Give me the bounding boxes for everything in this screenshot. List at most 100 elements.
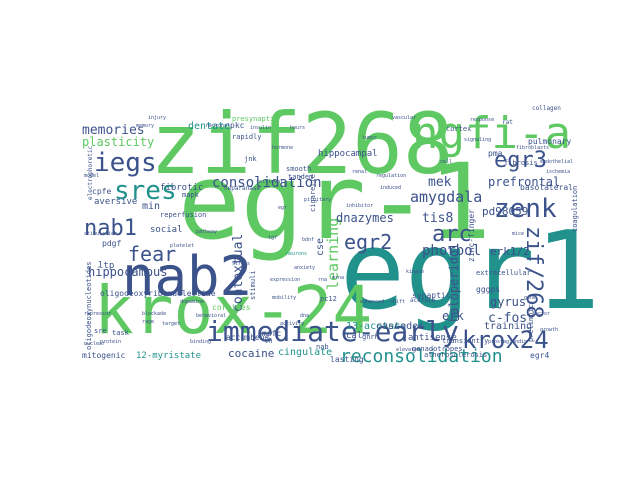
word-elevated: elevated [396, 347, 421, 353]
word-coagulation: coagulation [571, 185, 579, 232]
word-dna: dna [300, 313, 310, 319]
word-cigarette: cigarette [309, 174, 317, 212]
word-pma: pma [488, 149, 503, 158]
word-insulin: insulin [250, 125, 272, 131]
word-prefrontal: prefrontal [488, 175, 561, 189]
word-memories: memories [82, 123, 145, 138]
word-blockade: blockade [142, 311, 167, 317]
word-basolateral: basolateral [520, 183, 573, 192]
word-renal: renal [352, 169, 368, 175]
word-zenk: zenk [494, 194, 557, 224]
word-cascades: cascades [376, 321, 425, 332]
word-injury: injury [148, 115, 167, 121]
word-presynaptic: presynaptic [232, 115, 279, 123]
word-acetate: acetate [410, 297, 436, 304]
word-oligodeoxynucleotides: oligodeoxynucleotides [85, 261, 93, 350]
word-tis8: tis8 [422, 211, 454, 226]
word-ltp: ltp [98, 261, 115, 271]
word-mitogenic: mitogenic [82, 351, 126, 360]
word-heparanase: heparanase [224, 185, 261, 192]
word-antisense: antisense [408, 333, 457, 343]
word-stimulation: stimulation [84, 231, 118, 237]
word-enhanced: enhanced [360, 299, 385, 305]
word-growth: growth [540, 327, 559, 333]
word-jnk: jnk [244, 155, 257, 163]
word-activity: activity [280, 321, 305, 327]
word-fear: fear [128, 242, 177, 266]
word-inhibitor: inhibitor [346, 203, 374, 209]
word-cpfe: cpfe [92, 187, 112, 196]
word-mpfc: mpfc [262, 329, 282, 338]
word-rapidly: rapidly [232, 133, 262, 141]
word-induced: induced [380, 185, 402, 191]
word-rna: rna [318, 277, 328, 283]
word-hippocampus: hippocampus [88, 265, 168, 279]
word-platelet: platelet [170, 243, 195, 249]
word-fibrotic: fibrotic [160, 183, 204, 193]
word-repressor: repressor [84, 311, 112, 317]
word-immediate-early: immediate-early [206, 315, 459, 348]
word-transiently: transiently [442, 337, 489, 345]
word-egr: egr [278, 205, 288, 211]
word-tandem: tandem [288, 173, 314, 181]
word-neurons: neurons [286, 251, 308, 257]
word-plasticity: plasticity [82, 135, 155, 149]
word-krox24: krox24 [462, 326, 549, 354]
word-consolidation: consolidation [212, 175, 322, 191]
word-training: training [484, 321, 533, 332]
word-ischemia: ischemia [546, 169, 571, 175]
word-shift: shift [390, 299, 406, 305]
word-reconsolidation: reconsolidation [340, 346, 503, 367]
word-fibrosis: fibrosis [504, 159, 538, 167]
word-stress: stress [232, 261, 251, 267]
word-pituitary: pituitary [304, 197, 332, 203]
word-ngfi-a: ngfi-a [412, 108, 571, 159]
word-hours: hours [290, 125, 306, 131]
word-retrieval: retrieval [256, 179, 284, 185]
word-12-myristate: 12-myristate [136, 351, 202, 361]
word-egr4: egr4 [530, 351, 550, 360]
word-hormone: hormone [272, 145, 294, 151]
word-collagen: collagen [532, 105, 561, 112]
word-kinase: kinase [406, 269, 425, 275]
word-contextual: contextual [231, 233, 246, 312]
word-pc12: pc12 [320, 295, 337, 303]
word-atherosclerosis: atherosclerosis [424, 351, 488, 359]
word-neuronal: neuronal [206, 123, 231, 129]
word-zinc-finger: zinc-finger [467, 209, 476, 262]
word-erk: erk [442, 309, 464, 323]
word-gene: gene [524, 295, 537, 301]
word-dentate: dentate [188, 121, 231, 132]
word-task: task [112, 329, 129, 337]
word-nab: nab [316, 343, 329, 351]
word-mice: mice [512, 231, 525, 237]
word-gnrh: gnrh [362, 333, 379, 341]
word-min: min [142, 201, 161, 212]
word-gyrus: gyrus [490, 295, 527, 309]
word-expression: expression [270, 277, 301, 283]
word-tgf: tgf [268, 235, 278, 241]
word-fibroblasts: fibroblasts [516, 145, 550, 151]
word-gonadotropes: gonadotropes [412, 345, 463, 353]
word-pdgf: pdgf [102, 239, 122, 248]
word-response: response [470, 117, 495, 123]
word-protein: protein [100, 339, 122, 345]
word-endothelial: endothelial [540, 159, 574, 165]
word-factor: factor [532, 311, 551, 317]
word-amygdala: amygdala [410, 188, 483, 206]
word-mrna: mrna [332, 275, 345, 281]
word-nab1: nab1 [84, 216, 137, 241]
word-prelimbic: prelimbic [527, 304, 535, 342]
word-binding: binding [190, 339, 212, 345]
word-13-acetate: 13-acetate [346, 321, 407, 332]
word-hippocampal: hippocampal [318, 149, 378, 159]
word-cingulate: cingulate [278, 347, 333, 358]
word-synaptic: synaptic [412, 291, 451, 300]
word-nab2: nab2 [122, 245, 253, 308]
word-krox-24: krox-24 [94, 272, 373, 349]
word-anxiety: anxiety [294, 265, 316, 271]
word-pulmonary: pulmonary [528, 137, 572, 146]
word-reperfusion: reperfusion [160, 211, 207, 219]
word-erk1-2: erk1/2 [490, 245, 530, 258]
